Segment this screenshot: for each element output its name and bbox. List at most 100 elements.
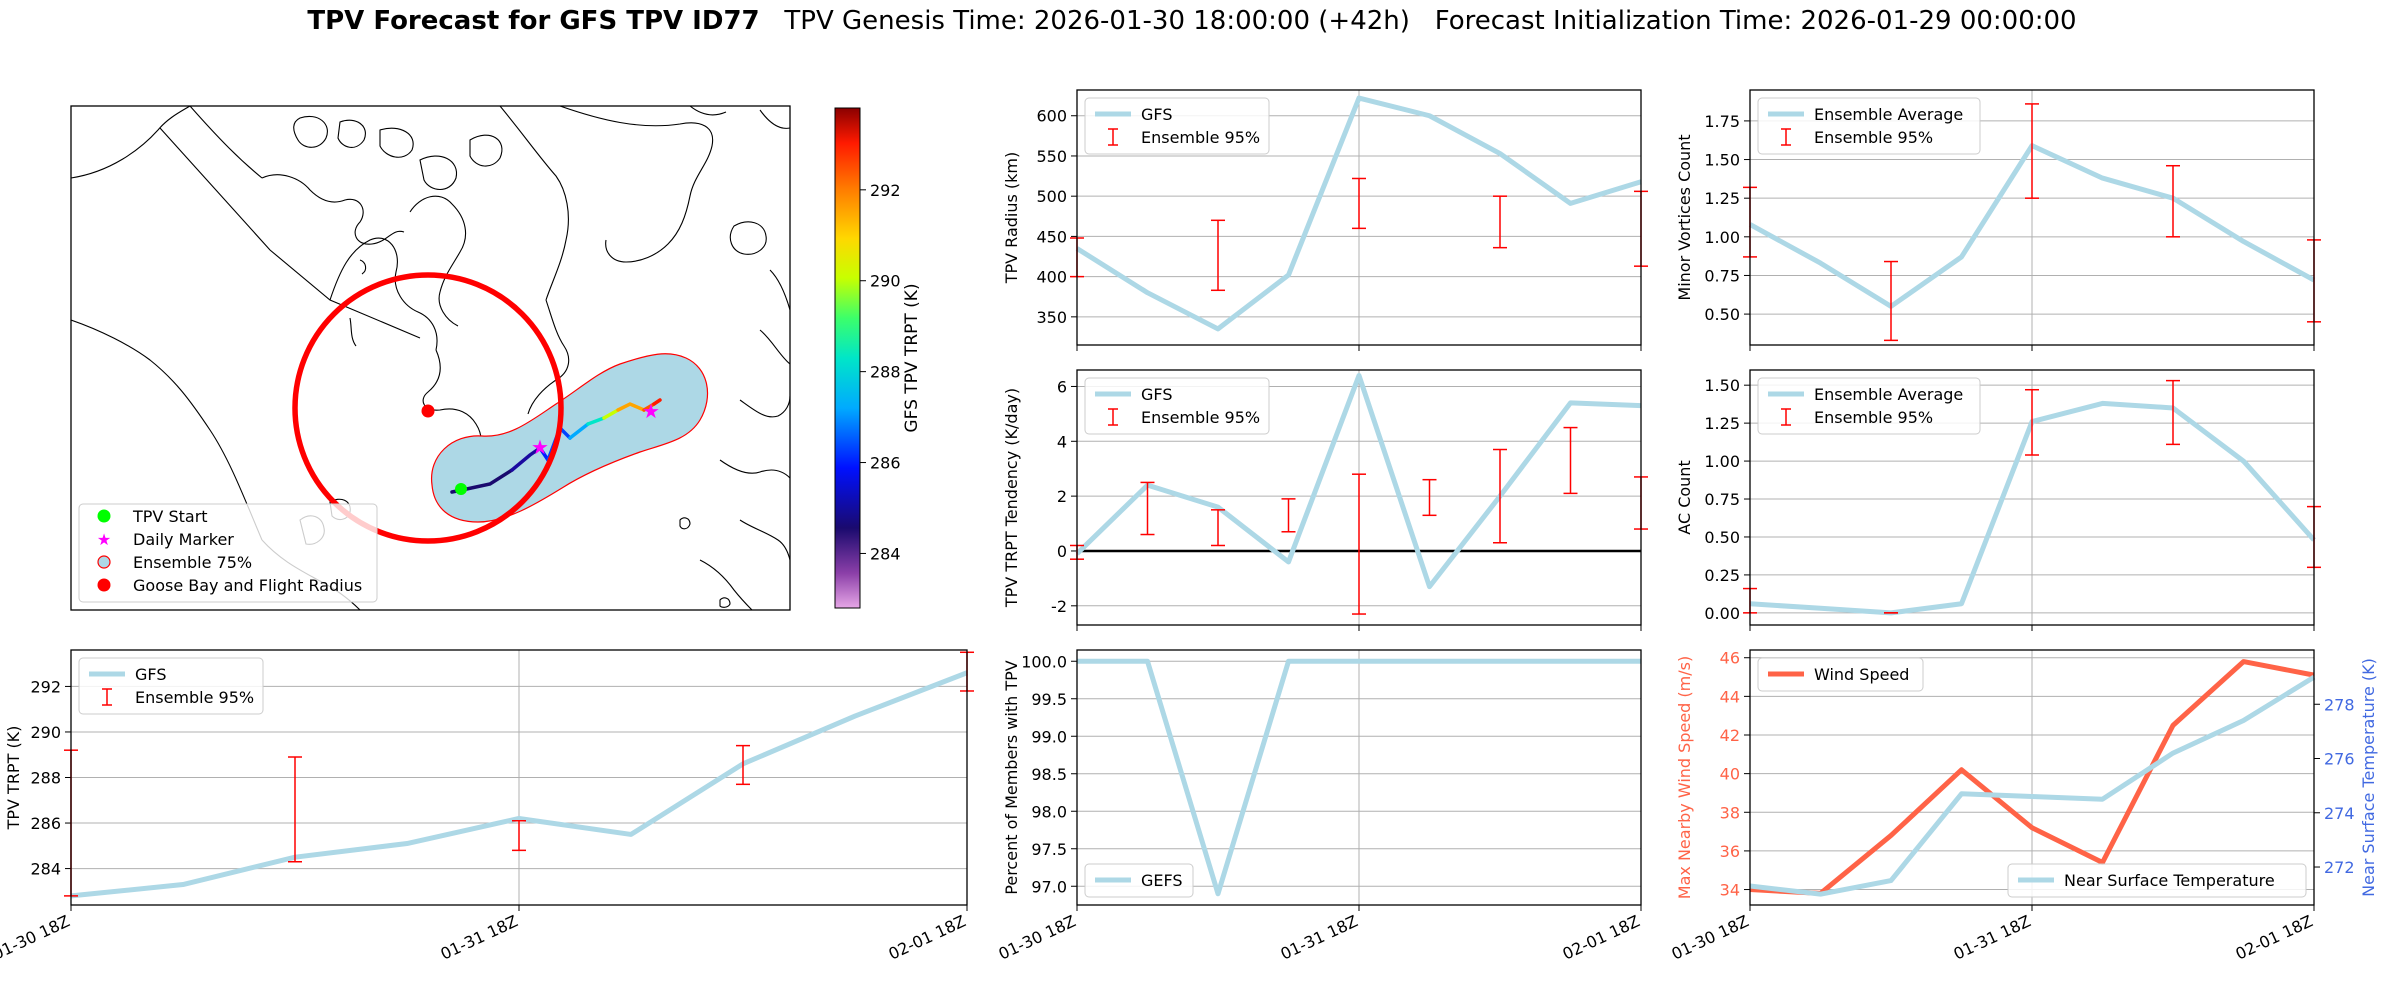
- colorbar-tick-label: 284: [870, 544, 901, 563]
- colorbar-label: GFS TPV TRPT (K): [902, 283, 922, 432]
- y-tick-label: 0.75: [1704, 490, 1740, 509]
- error-bar: [1493, 195, 1507, 249]
- y-tick-label: 40: [1720, 765, 1740, 784]
- legend-label: Ensemble 95%: [135, 688, 254, 707]
- y-tick-label: 350: [1036, 308, 1067, 327]
- y-tick-label: 288: [30, 769, 61, 788]
- colorbar-gradient: [834, 107, 861, 609]
- error-bar: [1211, 219, 1225, 292]
- error-bar: [1422, 478, 1437, 517]
- x-tick-label: 01-30 18Z: [996, 911, 1079, 963]
- y-axis-label: TPV TRPT Tendency (K/day): [1002, 388, 1021, 608]
- legend-errorbar-swatch: [1108, 408, 1118, 426]
- series-line-0: [70, 670, 968, 899]
- chart-trpt: 284 286 288 290 292 01-30 18Z 01-31 18Z 02-01 1…: [0, 649, 974, 964]
- axes-frame: [1749, 89, 2315, 346]
- y-tick-label: 0.50: [1704, 528, 1740, 547]
- error-bar: [1140, 481, 1155, 536]
- y2-tick-label: 272: [2324, 858, 2355, 877]
- series-line-0: [1075, 95, 1642, 332]
- x-tick-label: 02-01 18Z: [2233, 911, 2316, 963]
- y-tick-label: 99.0: [1031, 727, 1067, 746]
- y-tick-label: 1.00: [1704, 452, 1740, 471]
- legend: GEFS: [1084, 863, 1194, 898]
- legend: Ensemble Average Ensemble 95%: [1757, 377, 1981, 435]
- y-tick-label: 2: [1057, 487, 1067, 506]
- y-tick-label: 6: [1057, 377, 1067, 396]
- map-legend-label-0: TPV Start: [132, 507, 208, 526]
- legend-label: GFS: [135, 665, 166, 684]
- series-line-0: [1749, 659, 2315, 896]
- y-tick-label: -2: [1051, 597, 1067, 616]
- error-bar: [2025, 388, 2039, 456]
- error-bar: [1281, 498, 1296, 533]
- legend-label: Ensemble 95%: [1814, 128, 1933, 147]
- chart-ac: 0.00 0.25 0.50 0.75 1.00 1.25 1.50 AC Count Ense…: [1675, 369, 2321, 631]
- y-tick-label: 34: [1720, 881, 1740, 900]
- legend: GFS Ensemble 95%: [1084, 97, 1270, 155]
- y-axis-label: AC Count: [1675, 460, 1694, 534]
- legend-errorbar-swatch: [1781, 408, 1791, 426]
- goose-bay-marker: [421, 404, 435, 418]
- y-tick-label: 1.25: [1704, 414, 1740, 433]
- x-tick-label: 02-01 18Z: [1560, 911, 1643, 963]
- map-panel: ★ ★ TPV Start ★ Daily Marker Ensemble 75…: [70, 105, 922, 611]
- axes-frame: [1749, 369, 2315, 626]
- colorbar-tick-label: 292: [870, 181, 901, 200]
- y-tick-label: 4: [1057, 432, 1067, 451]
- series-line-1: [1749, 674, 2316, 897]
- y-tick-label: 1.50: [1704, 376, 1740, 395]
- y-tick-label: 99.5: [1031, 690, 1067, 709]
- y-tick-label: 292: [30, 677, 61, 696]
- error-bar: [1884, 260, 1898, 342]
- y2-tick-label: 276: [2324, 750, 2355, 769]
- y-axis-label: Max Nearby Wind Speed (m/s): [1675, 656, 1694, 899]
- colorbar-tick-label: 286: [870, 454, 901, 473]
- legend-label: Ensemble Average: [1814, 105, 1963, 124]
- axes-frame: [1076, 649, 1642, 906]
- legend-label: Ensemble Average: [1814, 385, 1963, 404]
- legend: GFS Ensemble 95%: [78, 657, 264, 715]
- y-tick-label: 0.50: [1704, 305, 1740, 324]
- legend-errorbar-swatch: [102, 688, 112, 706]
- x-tick-label: 01-30 18Z: [0, 911, 73, 963]
- y-tick-label: 0.25: [1704, 566, 1740, 585]
- y-tick-label: 400: [1036, 268, 1067, 287]
- chart-wind_temp: 34 36 38 40 42 44 46 01-30 18Z 01-31 18Z 02-01 18…: [1669, 649, 2378, 964]
- map-legend-label-3: Goose Bay and Flight Radius: [133, 576, 362, 595]
- y-tick-label: 1.00: [1704, 228, 1740, 247]
- legend: Near Surface Temperature: [2007, 863, 2307, 898]
- axes-frame: [1749, 649, 2315, 906]
- y2-tick-label: 278: [2324, 695, 2355, 714]
- y-tick-label: 500: [1036, 187, 1067, 206]
- legend-goose-bay-marker: [97, 578, 111, 592]
- y-tick-label: 550: [1036, 147, 1067, 166]
- chart-minor: 0.50 0.75 1.00 1.25 1.50 1.75 Minor Vortices C…: [1675, 89, 2321, 351]
- y2-tick-label: 274: [2324, 804, 2355, 823]
- axes-frame: [1076, 89, 1642, 346]
- legend-label: Ensemble 95%: [1814, 408, 1933, 427]
- legend-errorbar-swatch: [1108, 128, 1118, 146]
- legend-label: Ensemble 95%: [1141, 408, 1260, 427]
- error-bar: [2166, 379, 2180, 446]
- y-tick-label: 1.50: [1704, 151, 1740, 170]
- y-tick-label: 600: [1036, 107, 1067, 126]
- y-tick-label: 290: [30, 723, 61, 742]
- y-tick-label: 450: [1036, 227, 1067, 246]
- series-line-0: [1075, 372, 1642, 590]
- error-bar: [288, 756, 302, 863]
- legend: Wind Speed: [1757, 657, 1924, 692]
- error-bar: [1352, 177, 1366, 230]
- error-bar: [1211, 509, 1225, 547]
- figure-title: TPV Forecast for GFS TPV ID77 TPV Genesi…: [0, 6, 2384, 36]
- y-tick-label: 0: [1057, 542, 1067, 561]
- y-axis-label: TPV TRPT (K): [4, 726, 23, 831]
- error-bar: [1563, 426, 1578, 495]
- x-tick-label: 01-31 18Z: [438, 911, 521, 963]
- error-bar: [1352, 473, 1366, 615]
- chart-percent: 97.0 97.5 98.0 98.5 99.0 99.5 100.0 01-30 18Z 01…: [996, 649, 1643, 964]
- legend-ensemble-ring: [97, 555, 111, 569]
- legend-label: Near Surface Temperature: [2064, 871, 2275, 890]
